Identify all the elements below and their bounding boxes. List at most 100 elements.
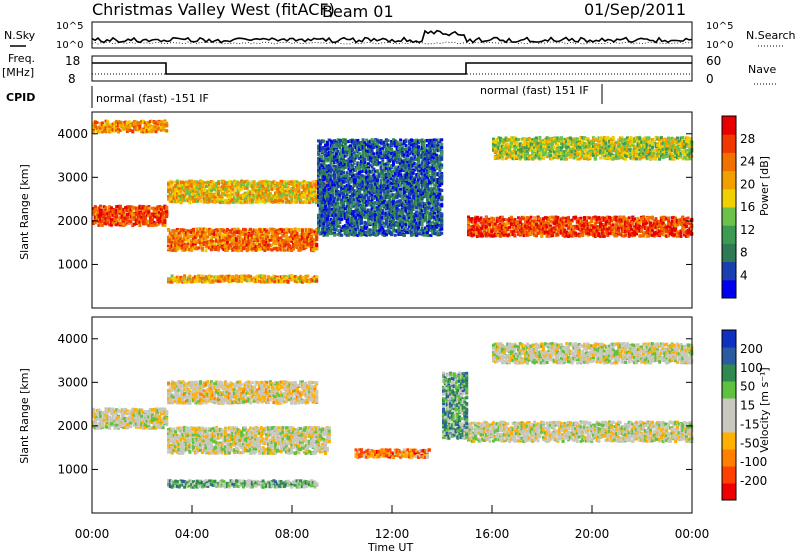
- heatmap-cell: [210, 275, 213, 278]
- heatmap-cell: [194, 280, 197, 283]
- heatmap-cell: [180, 235, 183, 238]
- heatmap-cell: [187, 239, 190, 242]
- heatmap-cell: [110, 224, 113, 227]
- heatmap-cell: [360, 221, 363, 224]
- heatmap-cell: [274, 242, 277, 245]
- noise-search-line: [92, 42, 692, 44]
- freq-tick-hi: 18: [65, 54, 80, 68]
- heatmap-cell: [333, 197, 336, 200]
- heatmap-cell: [262, 237, 265, 240]
- heatmap-cell: [287, 280, 290, 283]
- heatmap-cell: [196, 227, 199, 230]
- heatmap-cell: [256, 201, 259, 204]
- heatmap-cell: [315, 280, 318, 283]
- nave-tick-hi: 60: [706, 54, 721, 68]
- nsearch-label: N.Search: [746, 29, 796, 42]
- heatmap-cell: [228, 183, 231, 186]
- heatmap-cell: [163, 220, 166, 223]
- heatmap-cell: [283, 249, 286, 252]
- heatmap-cell: [217, 249, 220, 252]
- heatmap-cell: [285, 277, 288, 280]
- heatmap-cell: [315, 238, 318, 241]
- heatmap-cell: [94, 205, 97, 208]
- heatmap-cell: [147, 207, 150, 210]
- heatmap-cell: [197, 193, 200, 196]
- heatmap-cell: [249, 228, 252, 231]
- heatmap-cell: [271, 188, 274, 191]
- heatmap-cell: [130, 220, 133, 223]
- heatmap-cell: [358, 152, 361, 155]
- heatmap-cell: [346, 171, 349, 174]
- freq-label: Freq.: [8, 52, 35, 65]
- heatmap-cell: [251, 191, 254, 194]
- heatmap-cell: [333, 234, 336, 237]
- heatmap-cell: [315, 235, 318, 238]
- heatmap-cell: [213, 242, 216, 245]
- heatmap-cell: [163, 224, 166, 227]
- heatmap-cell: [165, 207, 168, 210]
- noise-tick-lo: 10^0: [56, 40, 83, 51]
- heatmap-cell: [187, 243, 190, 246]
- heatmap-cell: [235, 187, 238, 190]
- heatmap-cell: [206, 236, 209, 239]
- freq-panel: Freq. [MHz] 18 8 60 0 Nave: [2, 52, 778, 86]
- heatmap-cell: [256, 239, 259, 242]
- plot-title: Christmas Valley West (fitACF): [92, 0, 335, 19]
- heatmap-cell: [99, 205, 102, 208]
- heatmap-cell: [244, 228, 247, 231]
- heatmap-cell: [237, 249, 240, 252]
- heatmap-cell: [303, 194, 306, 197]
- cpid-segment-2: normal (fast) 151 IF: [480, 84, 589, 97]
- heatmap-cell: [342, 202, 345, 205]
- cpid-label: CPID: [6, 91, 35, 104]
- heatmap-cell: [362, 155, 365, 158]
- heatmap-cell: [290, 200, 293, 203]
- heatmap-cell: [201, 247, 204, 250]
- heatmap-cell: [360, 218, 363, 221]
- heatmap-cell: [171, 274, 174, 277]
- power-heatmap-cells: [92, 120, 693, 284]
- heatmap-cell: [271, 243, 274, 246]
- heatmap-cell: [344, 148, 347, 151]
- heatmap-cell: [253, 184, 256, 187]
- heatmap-cell: [297, 190, 300, 193]
- heatmap-cell: [212, 181, 215, 184]
- rti-figure: Christmas Valley West (fitACF) Beam 01 0…: [0, 0, 800, 554]
- heatmap-cell: [217, 182, 220, 185]
- freq-unit-label: [MHz]: [2, 66, 34, 79]
- heatmap-cell: [315, 247, 318, 250]
- heatmap-cell: [365, 194, 368, 197]
- noise-right-tick-lo: 10^0: [706, 40, 733, 51]
- noise-tick-hi: 10^5: [56, 21, 83, 32]
- heatmap-cell: [201, 185, 204, 188]
- heatmap-cell: [246, 201, 249, 204]
- date-label: 01/Sep/2011: [584, 0, 686, 19]
- heatmap-cell: [369, 222, 372, 225]
- heatmap-cell: [105, 206, 108, 209]
- heatmap-cell: [342, 171, 345, 174]
- heatmap-cell: [263, 275, 266, 278]
- heatmap-cell: [340, 234, 343, 237]
- freq-tick-lo: 8: [68, 72, 76, 86]
- heatmap-cell: [165, 215, 168, 218]
- heatmap-cell: [378, 176, 381, 179]
- heatmap-cell: [346, 154, 349, 157]
- heatmap-cell: [199, 200, 202, 203]
- heatmap-cell: [337, 150, 340, 153]
- heatmap-cell: [363, 159, 366, 162]
- noise-sky-line: [92, 31, 692, 43]
- heatmap-cell: [176, 180, 179, 183]
- nave-tick-lo: 0: [706, 72, 714, 86]
- heatmap-cell: [292, 248, 295, 251]
- nave-label: Nave: [748, 63, 776, 76]
- heatmap-cell: [335, 153, 338, 156]
- freq-line: [92, 63, 692, 74]
- heatmap-cell: [376, 182, 379, 185]
- heatmap-cell: [253, 180, 256, 183]
- nsky-label: N.Sky: [4, 29, 36, 42]
- heatmap-cell: [115, 214, 118, 217]
- heatmap-cell: [147, 211, 150, 214]
- heatmap-cell: [183, 277, 186, 280]
- noise-right-tick-hi: 10^5: [706, 21, 733, 32]
- beam-label: Beam 01: [322, 2, 394, 21]
